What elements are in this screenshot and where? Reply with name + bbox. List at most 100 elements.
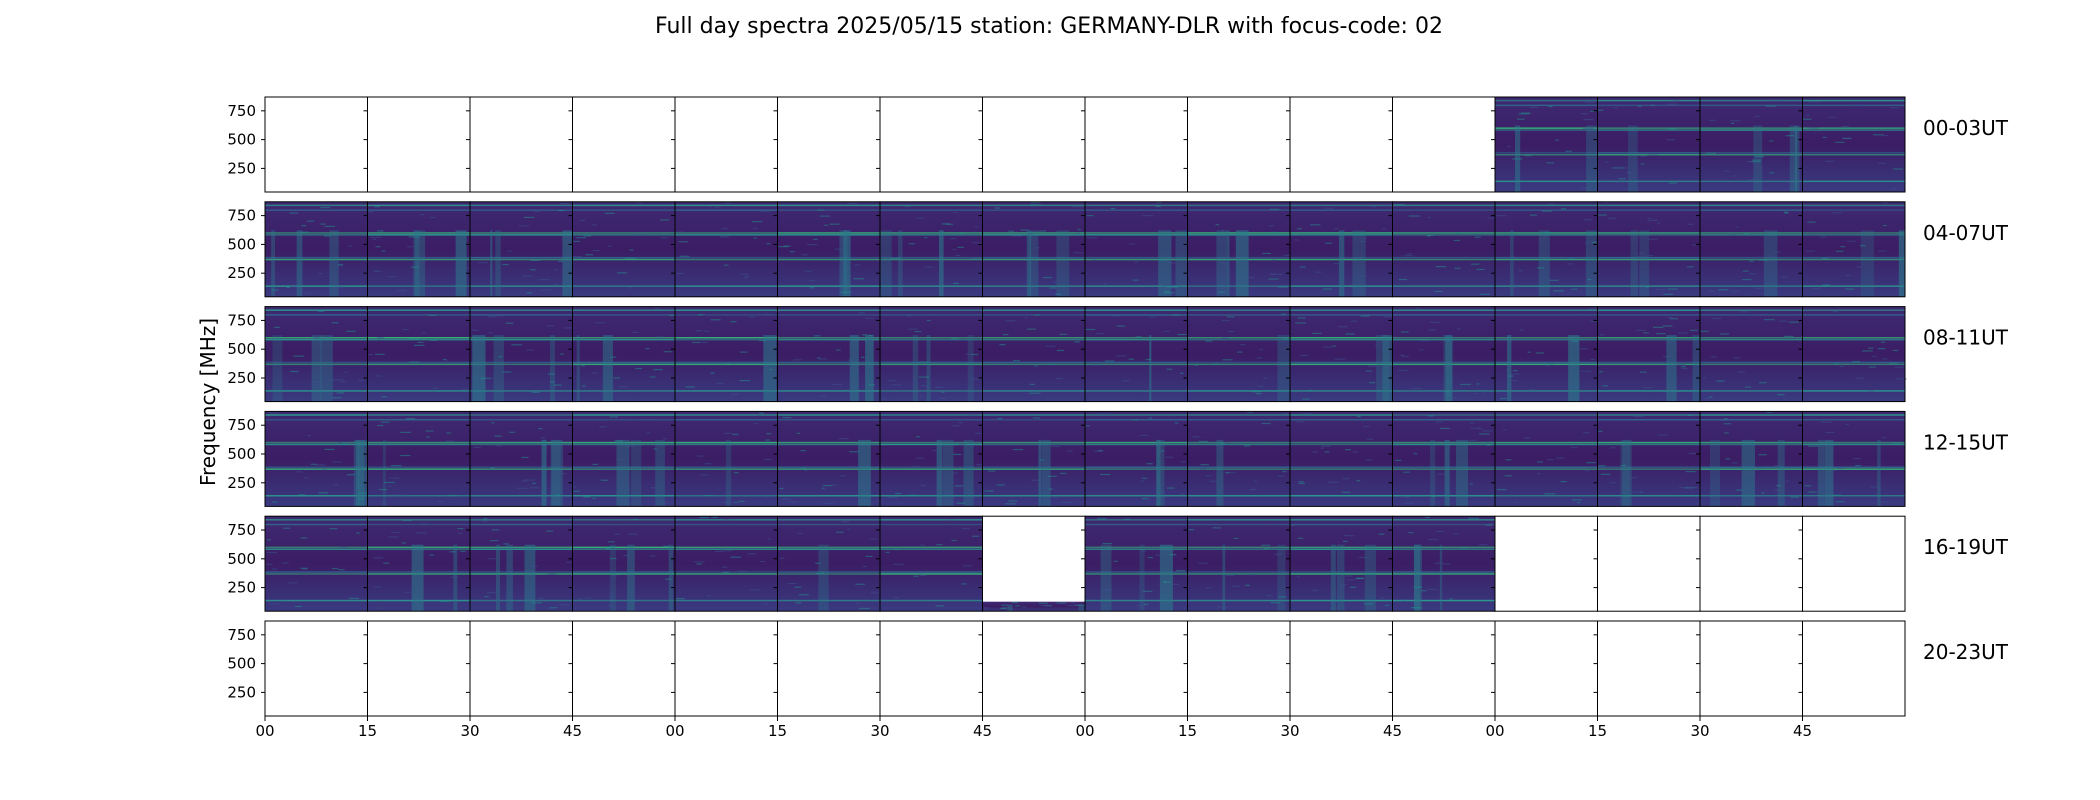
spectrum-panel bbox=[1798, 201, 1906, 298]
spectrum-data bbox=[880, 516, 983, 612]
row-label: 00-03UT bbox=[1923, 116, 2009, 140]
spectrum-data bbox=[572, 306, 675, 402]
spectrum-panel bbox=[978, 410, 1086, 507]
x-tick-label: 00 bbox=[1075, 722, 1094, 740]
spectrum-data bbox=[1495, 97, 1598, 192]
spectrum-panel bbox=[363, 410, 471, 507]
spectrum-panel bbox=[1593, 515, 1701, 612]
spectrum-data bbox=[880, 201, 983, 297]
spectrum-data bbox=[1700, 306, 1803, 402]
spectrum-data bbox=[675, 516, 778, 612]
spectrum-data bbox=[1495, 411, 1598, 507]
spectrum-panel bbox=[671, 96, 778, 193]
x-tick-label: 00 bbox=[1485, 722, 1504, 740]
spectrum-data bbox=[1802, 306, 1905, 402]
spectrum-panel bbox=[1593, 306, 1701, 403]
y-tick-label: 500 bbox=[227, 340, 256, 358]
spectrum-data bbox=[1597, 411, 1700, 507]
spectrum-data bbox=[982, 601, 1085, 612]
spectrum-panel bbox=[1388, 201, 1496, 298]
spectrum-data bbox=[982, 201, 1085, 297]
spectrum-panel bbox=[773, 620, 881, 717]
spectrum-panel bbox=[1081, 410, 1188, 507]
y-tick-label: 500 bbox=[227, 655, 256, 673]
spectra-row: 250 500 750 16-19UT bbox=[227, 515, 2009, 612]
spectrum-data bbox=[777, 306, 880, 402]
spectrum-data bbox=[1392, 201, 1495, 297]
spectrum-data bbox=[1392, 306, 1495, 402]
spectrum-panel bbox=[773, 515, 881, 612]
spectrum-panel bbox=[261, 306, 368, 403]
spectrum-panel bbox=[466, 306, 573, 403]
spectrum-panel bbox=[1286, 96, 1393, 193]
y-tick-label: 500 bbox=[227, 445, 256, 463]
y-tick-label: 250 bbox=[227, 683, 256, 701]
spectrum-panel bbox=[568, 201, 676, 298]
spectrum-panel bbox=[978, 201, 1086, 298]
spectrum-panel bbox=[1388, 96, 1496, 193]
spectrum-data bbox=[367, 201, 470, 297]
spectrum-data bbox=[470, 201, 573, 297]
spectrum-panel bbox=[876, 96, 983, 193]
x-tick-label: 00 bbox=[255, 722, 274, 740]
y-tick-label: 250 bbox=[227, 579, 256, 597]
spectrum-data bbox=[572, 411, 675, 507]
x-tick-label: 45 bbox=[563, 722, 582, 740]
row-label: 12-15UT bbox=[1923, 430, 2009, 454]
y-tick-label: 750 bbox=[227, 311, 256, 329]
spectrum-panel bbox=[773, 96, 881, 193]
x-tick-label: 45 bbox=[1793, 722, 1812, 740]
spectra-row: 250 500 750 12-15UT bbox=[227, 410, 2009, 507]
x-tick-label: 15 bbox=[768, 722, 787, 740]
spectrum-panel bbox=[261, 96, 368, 193]
spectrum-panel bbox=[363, 306, 471, 403]
spectrum-panel bbox=[773, 410, 881, 507]
x-tick-label: 15 bbox=[358, 722, 377, 740]
row-label: 20-23UT bbox=[1923, 640, 2009, 664]
spectrum-panel bbox=[1798, 515, 1906, 612]
x-tick-label: 30 bbox=[870, 722, 889, 740]
spectrum-data bbox=[675, 306, 778, 402]
spectrum-panel bbox=[1388, 306, 1496, 403]
spectrum-panel bbox=[876, 201, 983, 298]
spectrum-panel bbox=[978, 620, 1086, 717]
spectrum-data bbox=[1700, 201, 1803, 297]
spectrum-data bbox=[1085, 411, 1188, 507]
spectra-row: 250 500 750 04-07UT bbox=[227, 201, 2009, 298]
x-tick-label: 15 bbox=[1178, 722, 1197, 740]
spectrum-panel bbox=[978, 515, 1086, 612]
y-axis-label: Frequency [MHz] bbox=[196, 318, 220, 486]
spectrum-panel bbox=[1593, 410, 1701, 507]
spectrum-panel bbox=[1491, 201, 1602, 298]
spectrum-panel bbox=[466, 515, 574, 612]
y-tick-label: 500 bbox=[227, 131, 256, 149]
y-tick-label: 250 bbox=[227, 474, 256, 492]
spectrum-panel bbox=[1696, 620, 1803, 717]
spectrum-data bbox=[470, 411, 573, 507]
spectrum-panel bbox=[1491, 306, 1599, 403]
spectrum-panel bbox=[363, 96, 471, 193]
spectrum-panel bbox=[671, 515, 778, 612]
spectrum-panel bbox=[671, 201, 778, 298]
spectrum-panel bbox=[466, 620, 573, 717]
y-tick-label: 750 bbox=[227, 521, 256, 539]
spectrum-panel bbox=[1286, 306, 1394, 403]
spectrum-panel bbox=[1183, 620, 1291, 717]
x-axis-ticks: 00 15 30 45 00 15 30 45 00 15 30 45 00 15 30 45 bbox=[255, 716, 1812, 740]
spectrum-panel bbox=[1491, 410, 1598, 507]
spectrum-panel bbox=[261, 410, 368, 507]
spectrum-panel bbox=[1696, 410, 1803, 507]
chart-title: Full day spectra 2025/05/15 station: GER… bbox=[655, 14, 1443, 39]
spectrum-panel bbox=[1696, 96, 1803, 193]
spectrum-panel bbox=[1388, 410, 1496, 507]
spectrum-panel bbox=[1798, 306, 1907, 403]
spectrum-data bbox=[470, 516, 573, 612]
spectrum-panel bbox=[876, 515, 983, 612]
spectrum-panel bbox=[1286, 620, 1393, 717]
spectrum-data bbox=[265, 306, 368, 402]
spectrum-data bbox=[1290, 306, 1393, 402]
spectrum-panel bbox=[261, 620, 368, 717]
spectrum-data bbox=[367, 411, 470, 507]
spectrum-panel bbox=[773, 306, 881, 403]
spectrum-panel bbox=[261, 515, 368, 612]
